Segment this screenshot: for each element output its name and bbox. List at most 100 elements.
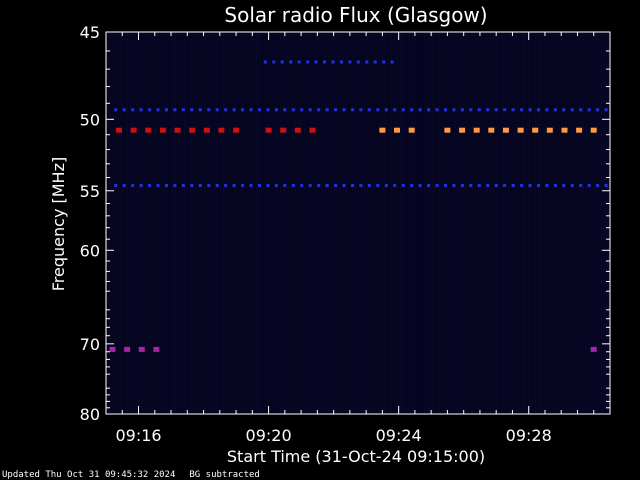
plot-area — [106, 32, 610, 414]
plot-frame — [105, 31, 611, 415]
burst-mark-4 — [477, 108, 481, 112]
scan-column — [400, 32, 401, 414]
burst-mark-6 — [263, 60, 267, 64]
scan-column — [568, 32, 569, 414]
scan-column — [253, 32, 254, 414]
burst-mark-4 — [579, 108, 583, 112]
scan-column — [493, 32, 494, 414]
scan-column — [433, 32, 434, 414]
scan-column — [199, 32, 200, 414]
scan-column — [397, 32, 398, 414]
burst-mark-5 — [122, 184, 126, 187]
scan-column — [439, 32, 440, 414]
burst-mark-3 — [517, 127, 524, 133]
scan-column — [289, 32, 290, 414]
scan-column — [328, 32, 329, 414]
scan-column — [559, 32, 560, 414]
burst-mark-4 — [427, 108, 431, 112]
scan-column — [286, 32, 287, 414]
burst-mark-4 — [274, 108, 278, 112]
burst-mark-2 — [408, 127, 415, 133]
burst-mark-7 — [109, 346, 116, 352]
x-tick-label: 09:16 — [115, 426, 161, 445]
scan-column — [556, 32, 557, 414]
burst-mark-5 — [139, 184, 143, 187]
burst-mark-0 — [203, 127, 210, 133]
burst-mark-5 — [427, 184, 431, 187]
scan-column — [169, 32, 170, 414]
burst-mark-5 — [325, 184, 329, 187]
burst-mark-4 — [165, 108, 168, 112]
burst-mark-3 — [576, 127, 583, 133]
scan-column — [505, 32, 506, 414]
burst-mark-4 — [232, 108, 236, 112]
burst-mark-4 — [570, 108, 574, 112]
axes: 45 50 55 60 70 80 09:16 09:20 09:24 09:28 — [80, 23, 611, 445]
scan-column — [298, 32, 299, 414]
burst-mark-1 — [294, 127, 301, 133]
y-tick-label: 50 — [80, 110, 100, 129]
burst-mark-5 — [537, 184, 540, 187]
scan-column — [574, 32, 575, 414]
scan-column — [379, 32, 380, 414]
burst-mark-5 — [114, 184, 118, 187]
scan-column — [160, 32, 161, 414]
burst-mark-5 — [207, 184, 211, 187]
burst-mark-3 — [473, 127, 480, 133]
burst-mark-6 — [306, 60, 310, 64]
scan-column — [352, 32, 353, 414]
burst-mark-5 — [410, 184, 414, 187]
burst-mark-5 — [503, 184, 507, 187]
burst-mark-4 — [435, 108, 439, 112]
scan-column — [250, 32, 251, 414]
burst-mark-6 — [382, 60, 386, 64]
scan-column — [601, 32, 602, 414]
burst-mark-5 — [511, 184, 515, 187]
scan-column — [427, 32, 428, 414]
scan-column — [571, 32, 572, 414]
burst-mark-4 — [258, 108, 261, 112]
scan-column — [148, 32, 149, 414]
scan-column — [406, 32, 407, 414]
x-tick-label: 09:20 — [246, 426, 292, 445]
scan-column — [205, 32, 206, 414]
scan-column — [187, 32, 188, 414]
burst-mark-5 — [401, 184, 405, 187]
burst-mark-4 — [308, 108, 312, 112]
scan-column — [472, 32, 473, 414]
burst-mark-0 — [233, 127, 240, 133]
burst-mark-5 — [418, 184, 422, 187]
burst-mark-6 — [289, 60, 293, 64]
scan-column — [343, 32, 344, 414]
burst-mark-5 — [367, 184, 371, 187]
scan-column — [496, 32, 497, 414]
burst-mark-4 — [325, 108, 329, 112]
scan-column — [256, 32, 257, 414]
scan-column — [196, 32, 197, 414]
x-tick-label: 09:28 — [506, 426, 552, 445]
burst-mark-5 — [291, 184, 295, 187]
scan-column — [577, 32, 578, 414]
y-tick-label: 60 — [80, 241, 100, 260]
scan-column — [202, 32, 203, 414]
burst-mark-4 — [342, 108, 346, 112]
burst-mark-4 — [156, 108, 160, 112]
burst-mark-5 — [274, 184, 278, 187]
scan-column — [595, 32, 596, 414]
burst-mark-5 — [165, 184, 168, 187]
burst-mark-4 — [139, 108, 143, 112]
scan-column — [502, 32, 503, 414]
scan-column — [523, 32, 524, 414]
burst-mark-1 — [265, 127, 272, 133]
burst-mark-2 — [379, 127, 386, 133]
scan-column — [223, 32, 224, 414]
scan-column — [478, 32, 479, 414]
burst-mark-4 — [300, 108, 304, 112]
y-axis-label: Frequency [MHz] — [49, 157, 68, 291]
burst-mark-5 — [258, 184, 261, 187]
scan-column — [436, 32, 437, 414]
y-tick-label: 80 — [80, 405, 100, 424]
burst-mark-5 — [494, 184, 498, 187]
burst-mark-5 — [376, 184, 380, 187]
